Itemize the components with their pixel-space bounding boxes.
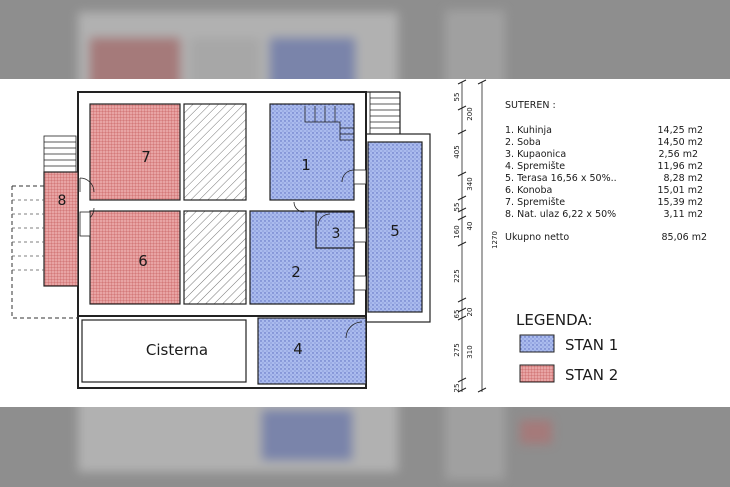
stairwell-upper [183,103,247,201]
table-row-area: 8,28 m2 [664,173,703,184]
table-row-name: 7. Spremište [505,197,565,208]
dim-20: 20 [466,308,474,317]
room-1-label: 1 [301,156,311,174]
stairs-room-1 [304,106,354,141]
dim-40: 40 [466,222,474,231]
dim-225: 225 [453,269,461,282]
stairs-top-right [369,91,401,135]
legend: LEGENDA: STAN 1 STAN 2 [516,311,618,384]
room-7 [89,103,181,201]
cisterna-room [81,319,247,383]
legend-title: LEGENDA: [516,311,593,329]
room-7-label: 7 [141,148,151,166]
cisterna-label: Cisterna [146,341,208,359]
room-3-label: 3 [332,226,341,242]
area-table: SUTEREN : 1. Kuhinja 14,25 m2 2. Soba 14… [505,100,707,243]
room-8-label: 8 [58,193,67,209]
room-6-label: 6 [138,252,148,270]
dim-55a: 55 [453,93,461,102]
dim-310: 310 [466,345,474,358]
table-heading: SUTEREN : [505,100,556,111]
dim-275: 275 [453,343,461,356]
room-5 [367,141,423,313]
dim-160: 160 [453,225,461,238]
room-1 [269,103,355,201]
table-row-name: 6. Konoba [505,185,552,196]
table-row-name: 4. Spremište [505,161,565,172]
dim-total: 1270 [491,231,499,249]
room-5-label: 5 [390,222,400,240]
table-row-area: 15,01 m2 [657,185,703,196]
dimension-chain [457,79,487,393]
room-8 [43,171,79,287]
legend-swatch-stan1 [519,334,555,353]
stairs-left [43,135,77,173]
dim-405: 405 [453,145,461,158]
table-row-name: 3. Kupaonica [505,149,566,160]
dim-340: 340 [466,177,474,190]
table-row-area: 11,96 m2 [657,161,703,172]
room-2-label: 2 [291,263,301,281]
dim-65: 65 [453,310,461,319]
legend-label-stan2: STAN 2 [565,366,618,384]
legend-label-stan1: STAN 1 [565,336,618,354]
legend-swatch-stan2 [519,364,555,383]
dim-25: 25 [453,384,461,393]
room-4 [257,317,367,385]
table-row-area: 3,11 m2 [664,209,703,220]
dim-55b: 55 [453,203,461,212]
stairwell-lower [183,210,247,305]
table-row-name: 5. Terasa 16,56 x 50%.. [505,173,617,184]
table-row-name: 8. Nat. ulaz 6,22 x 50% [505,209,616,220]
table-row-area: 2,56 m2 [659,149,698,160]
table-total-value: 85,06 m2 [661,232,707,243]
table-row-name: 2. Soba [505,137,541,148]
dim-200: 200 [466,107,474,120]
room-6 [89,210,181,305]
table-total-label: Ukupno netto [505,232,569,243]
table-row-area: 14,25 m2 [657,125,703,136]
table-row-area: 15,39 m2 [657,197,703,208]
table-row-area: 14,50 m2 [657,137,703,148]
room-4-label: 4 [293,340,303,358]
table-row-name: 1. Kuhinja [505,125,552,136]
